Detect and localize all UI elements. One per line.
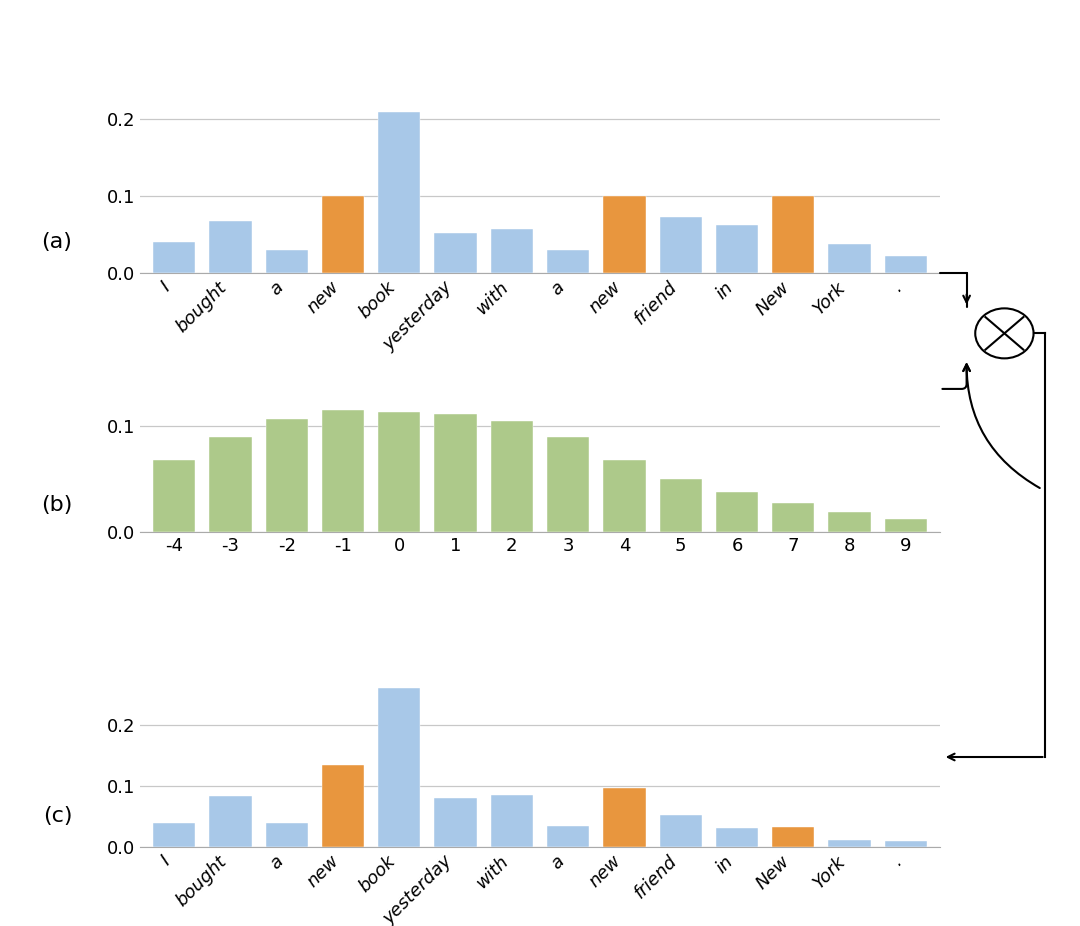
Bar xyxy=(885,841,927,847)
Bar xyxy=(548,826,590,847)
Bar xyxy=(153,823,195,847)
Bar xyxy=(490,420,532,532)
Bar xyxy=(604,196,646,273)
Bar xyxy=(772,196,814,273)
Text: (c): (c) xyxy=(43,806,72,826)
Bar xyxy=(490,795,532,847)
Bar xyxy=(716,225,758,273)
Bar xyxy=(153,243,195,273)
Bar xyxy=(716,492,758,532)
Bar xyxy=(490,229,532,273)
Bar xyxy=(434,798,476,847)
Bar xyxy=(266,250,308,273)
Bar xyxy=(828,840,870,847)
Bar xyxy=(378,412,420,532)
Text: (a): (a) xyxy=(42,232,72,252)
Bar xyxy=(434,233,476,273)
Bar xyxy=(210,221,252,273)
Bar xyxy=(548,437,590,532)
Bar xyxy=(660,480,702,532)
Bar xyxy=(210,437,252,532)
Bar xyxy=(828,512,870,532)
Bar xyxy=(266,419,308,532)
Bar xyxy=(885,257,927,273)
Bar xyxy=(772,827,814,847)
Bar xyxy=(378,688,420,847)
Bar xyxy=(716,828,758,847)
Bar xyxy=(322,196,364,273)
Bar xyxy=(604,460,646,532)
Bar xyxy=(322,410,364,532)
Bar xyxy=(660,816,702,847)
Bar xyxy=(885,519,927,532)
Bar xyxy=(434,415,476,532)
Bar xyxy=(828,244,870,273)
Text: (b): (b) xyxy=(41,495,72,515)
Bar xyxy=(378,112,420,273)
Bar xyxy=(772,503,814,532)
Bar xyxy=(153,460,195,532)
Bar xyxy=(210,796,252,847)
Bar xyxy=(266,823,308,847)
Bar xyxy=(604,788,646,847)
Bar xyxy=(548,250,590,273)
Bar xyxy=(322,765,364,847)
Bar xyxy=(660,217,702,273)
